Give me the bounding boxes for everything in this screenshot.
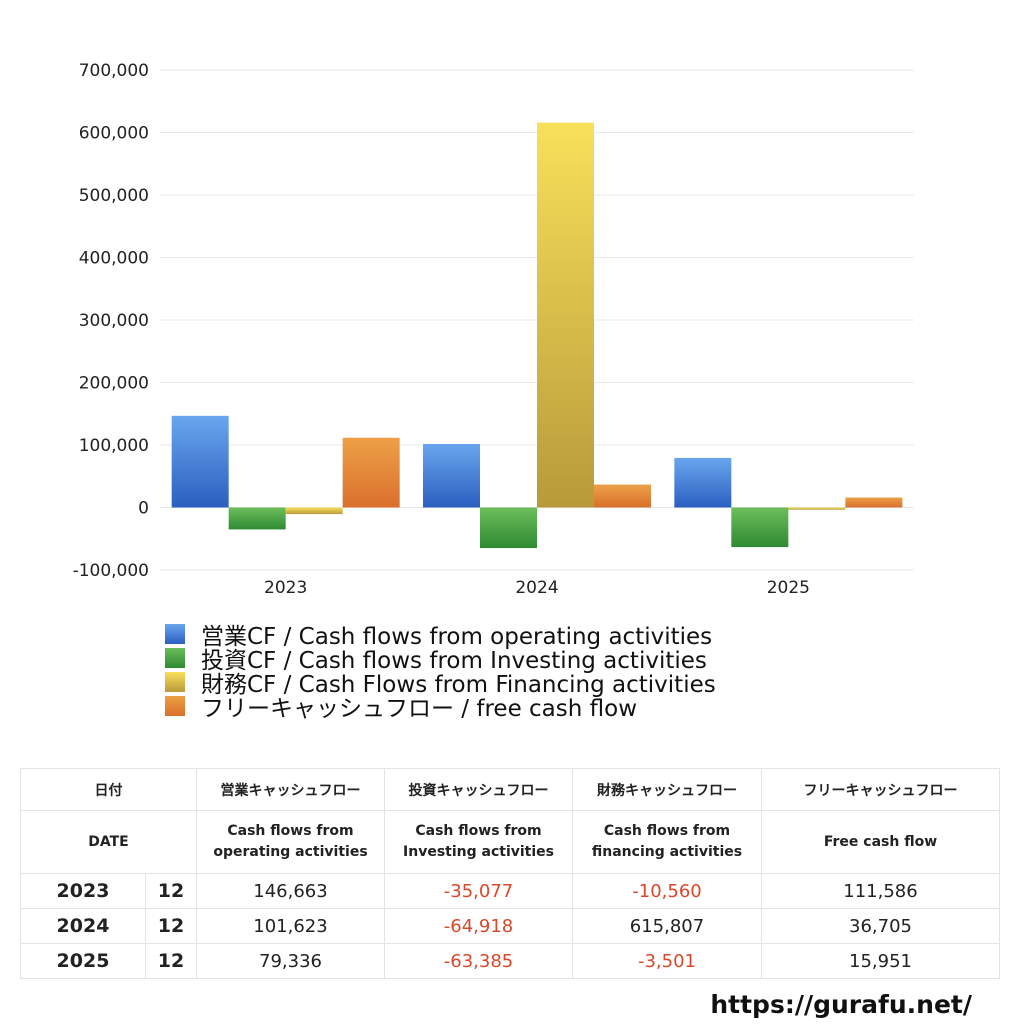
- row-year: 2024: [20, 908, 146, 944]
- row-month: 12: [145, 943, 197, 979]
- header-investing-jp: 投資キャッシュフロー: [384, 768, 573, 811]
- header-date-jp: 日付: [20, 768, 197, 811]
- bar-operating-2024: [423, 443, 480, 508]
- row-year: 2023: [20, 873, 146, 909]
- bar-free-2024: [594, 484, 651, 508]
- x-tick-label: 2023: [264, 578, 307, 598]
- header-financing-jp: 財務キャッシュフロー: [572, 768, 762, 811]
- header-financing-en: Cash flows from financing activities: [572, 810, 762, 874]
- table-header-jp: 日付 営業キャッシュフロー 投資キャッシュフロー 財務キャッシュフロー フリーキ…: [20, 768, 1000, 811]
- row-free: 111,586: [761, 873, 1000, 909]
- cash-flow-bar-chart: 700,000 600,000 500,000 400,000 300,000 200,0…: [73, 61, 914, 598]
- x-tick-label: 2025: [767, 578, 810, 598]
- row-free: 36,705: [761, 908, 1000, 944]
- y-tick-label: 400,000: [79, 249, 149, 269]
- cash-flow-table: 日付 営業キャッシュフロー 投資キャッシュフロー 財務キャッシュフロー フリーキ…: [20, 768, 1000, 979]
- y-tick-label: 0: [138, 499, 149, 519]
- bar-financing-2024: [537, 122, 594, 508]
- legend-swatch-free: [165, 696, 185, 716]
- header-investing-en: Cash flows from Investing activities: [384, 810, 573, 874]
- row-financing: 615,807: [572, 908, 762, 944]
- row-month: 12: [145, 908, 197, 944]
- row-month: 12: [145, 873, 197, 909]
- header-free-jp: フリーキャッシュフロー: [761, 768, 1000, 811]
- bar-free-2025: [845, 497, 903, 508]
- x-tick-label: 2024: [515, 578, 558, 598]
- y-tick-label: 300,000: [79, 311, 149, 331]
- bar-financing-2023: [285, 507, 343, 515]
- bar-free-2023: [342, 437, 400, 508]
- header-operating-en: Cash flows from operating activities: [196, 810, 385, 874]
- header-date-en: DATE: [20, 810, 197, 874]
- row-investing: -63,385: [384, 943, 573, 979]
- row-investing: -64,918: [384, 908, 573, 944]
- y-axis-ticks: 700,000 600,000 500,000 400,000 300,000 200,0…: [73, 61, 149, 581]
- bar-operating-2025: [674, 457, 732, 508]
- legend-item-free: フリーキャッシュフロー / free cash flow: [165, 694, 716, 722]
- y-tick-label: -100,000: [73, 561, 149, 581]
- row-investing: -35,077: [384, 873, 573, 909]
- bar-financing-2025: [788, 507, 846, 510]
- legend-label-free: フリーキャッシュフロー / free cash flow: [201, 696, 638, 722]
- legend-swatch-financing: [165, 672, 185, 692]
- row-operating: 101,623: [196, 908, 385, 944]
- header-free-en: Free cash flow: [761, 810, 1000, 874]
- y-tick-label: 700,000: [79, 61, 149, 81]
- legend-item-operating: 営業CF / Cash flows from operating activit…: [165, 622, 716, 650]
- x-axis-ticks: 2023 2024 2025: [264, 578, 810, 598]
- bar-investing-2024: [480, 507, 537, 549]
- bar-investing-2025: [731, 507, 789, 548]
- table-row: 2024 12 101,623 -64,918 615,807 36,705: [20, 908, 1000, 944]
- row-financing: -10,560: [572, 873, 762, 909]
- row-year: 2025: [20, 943, 146, 979]
- table-row: 2023 12 146,663 -35,077 -10,560 111,586: [20, 873, 1000, 909]
- y-tick-label: 500,000: [79, 186, 149, 206]
- bars: [171, 122, 903, 549]
- legend-item-financing: 財務CF / Cash Flows from Financing activit…: [165, 670, 716, 698]
- y-tick-label: 200,000: [79, 374, 149, 394]
- legend-label-financing: 財務CF / Cash Flows from Financing activit…: [201, 672, 716, 698]
- bar-investing-2023: [228, 507, 286, 530]
- legend-label-operating: 営業CF / Cash flows from operating activit…: [201, 624, 713, 650]
- legend-label-investing: 投資CF / Cash flows from Investing activit…: [201, 648, 707, 674]
- y-tick-label: 600,000: [79, 124, 149, 144]
- legend-swatch-operating: [165, 624, 185, 644]
- legend-item-investing: 投資CF / Cash flows from Investing activit…: [165, 646, 716, 674]
- table-row: 2025 12 79,336 -63,385 -3,501 15,951: [20, 943, 1000, 979]
- y-tick-label: 100,000: [79, 436, 149, 456]
- header-operating-jp: 営業キャッシュフロー: [196, 768, 385, 811]
- bar-operating-2023: [171, 415, 229, 508]
- table-header-en: DATE Cash flows from operating activitie…: [20, 810, 1000, 874]
- legend: 営業CF / Cash flows from operating activit…: [165, 622, 716, 722]
- source-url: https://gurafu.net/: [710, 990, 972, 1019]
- row-financing: -3,501: [572, 943, 762, 979]
- row-free: 15,951: [761, 943, 1000, 979]
- row-operating: 146,663: [196, 873, 385, 909]
- legend-swatch-investing: [165, 648, 185, 668]
- row-operating: 79,336: [196, 943, 385, 979]
